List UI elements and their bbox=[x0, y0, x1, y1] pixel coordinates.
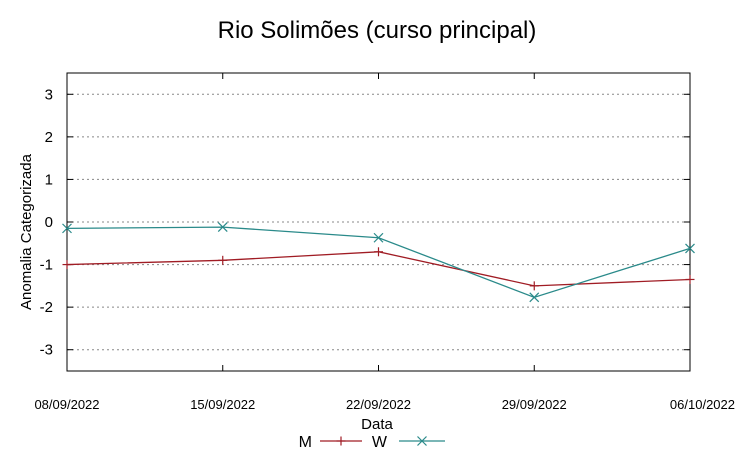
y-tick-label: -1 bbox=[40, 257, 53, 274]
x-tick-label: 06/10/2022 bbox=[670, 397, 735, 412]
x-tick-label: 08/09/2022 bbox=[34, 397, 99, 412]
y-axis-label: Anomalia Categorizada bbox=[18, 153, 35, 310]
y-tick-label: -3 bbox=[40, 342, 53, 359]
legend-label-m: M bbox=[299, 434, 312, 451]
legend-marker bbox=[417, 436, 427, 446]
x-tick-label: 22/09/2022 bbox=[346, 397, 411, 412]
x-axis-ticks: 08/09/2022 15/09/2022 22/09/2022 29/09/2022… bbox=[34, 73, 735, 412]
data-point-m bbox=[374, 247, 383, 257]
x-axis-label: Data bbox=[361, 416, 393, 433]
data-point-m bbox=[218, 255, 228, 265]
data-point-m bbox=[62, 260, 72, 270]
grid-lines bbox=[67, 93, 690, 351]
data-point-w bbox=[529, 292, 540, 303]
legend-sample-m bbox=[320, 436, 362, 446]
x-tick-label: 29/09/2022 bbox=[502, 397, 567, 412]
y-tick-label: 0 bbox=[45, 214, 53, 231]
data-point-m bbox=[529, 281, 539, 291]
chart-title: Rio Solimões (curso principal) bbox=[218, 17, 537, 44]
y-tick-label: 1 bbox=[45, 171, 53, 188]
data-point-w bbox=[685, 243, 695, 254]
legend-label-w: W bbox=[372, 434, 388, 451]
legend-sample-w bbox=[399, 436, 445, 446]
legend: M W bbox=[299, 434, 445, 451]
data-point-w bbox=[62, 223, 72, 234]
x-tick-label: 15/09/2022 bbox=[190, 397, 255, 412]
legend-marker bbox=[336, 436, 346, 446]
y-tick-label: 3 bbox=[45, 86, 53, 103]
y-axis-ticks: 3 2 1 0 -1 -2 -3 bbox=[40, 86, 690, 359]
data-point-m bbox=[685, 274, 695, 284]
series-layer bbox=[62, 222, 695, 303]
y-tick-label: 2 bbox=[45, 129, 53, 146]
data-point-w bbox=[217, 222, 228, 233]
y-tick-label: -2 bbox=[40, 299, 53, 316]
data-point-w bbox=[373, 232, 384, 243]
series-line-m bbox=[66, 251, 691, 287]
